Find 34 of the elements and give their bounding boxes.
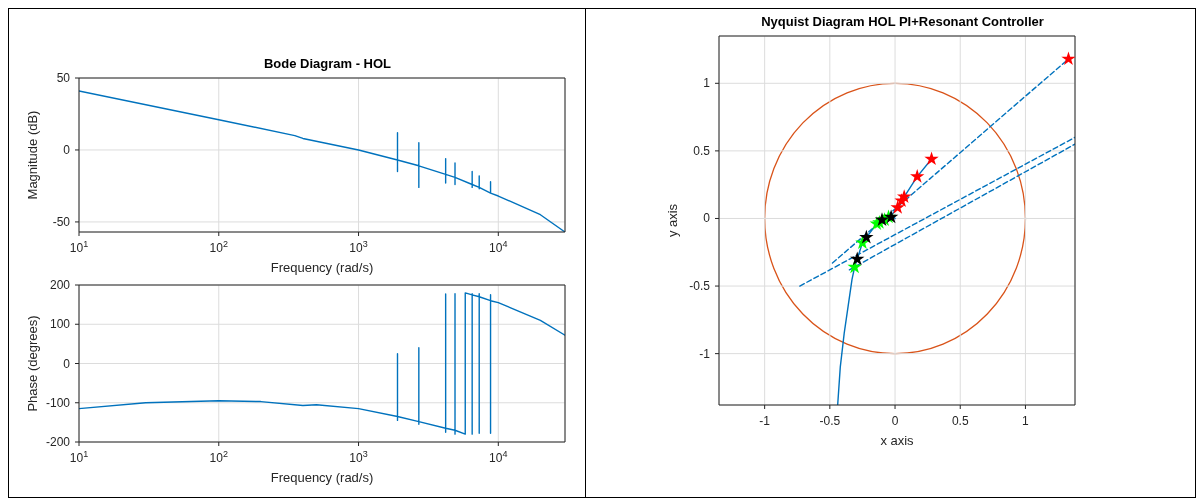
y-tick-label: 50 <box>56 71 71 85</box>
chart-title: Nyquist Diagram HOL PI+Resonant Controller <box>760 14 1045 31</box>
x-tick-label: -1 <box>759 414 771 428</box>
x-tick-label: 10$^{4}$ <box>489 449 508 465</box>
y-tick-label: 0 <box>63 356 71 371</box>
x-tick-label: 0.5 <box>951 414 969 428</box>
y-tick-label: 0 <box>63 142 71 157</box>
y-tick-label: -0.5 <box>689 279 711 294</box>
chart-title: Bode Diagram - HOL <box>263 56 392 71</box>
y-axis-title: Phase (degrees) <box>24 315 40 412</box>
x-tick-label: 10$^{1}$ <box>69 449 89 465</box>
y-tick-label: 0.5 <box>693 143 711 158</box>
x-tick-label: 10$^{4}$ <box>489 239 508 255</box>
y-tick-label: 0 <box>703 211 711 226</box>
x-tick-label: 1 <box>1022 414 1030 428</box>
x-tick-label: 10$^{3}$ <box>349 239 368 255</box>
x-tick-label: -0.5 <box>819 414 841 428</box>
x-tick-label: 0 <box>891 414 899 428</box>
y-tick-label: 200 <box>49 278 71 292</box>
x-tick-label: 10$^{3}$ <box>349 449 368 465</box>
x-axis-title: Frequency (rad/s) <box>270 260 374 275</box>
y-axis-title: Magnitude (dB) <box>24 110 40 200</box>
x-axis-title: x axis <box>880 433 915 448</box>
y-tick-label: -1 <box>699 346 711 361</box>
y-tick-label: 100 <box>49 317 71 332</box>
x-axis-title: Frequency (rad/s) <box>270 470 374 485</box>
x-tick-label: 10$^{2}$ <box>209 239 228 255</box>
y-tick-label: 1 <box>703 76 711 91</box>
x-tick-label: 10$^{2}$ <box>209 449 228 465</box>
y-axis-title: y axis <box>664 203 680 238</box>
y-tick-label: -100 <box>45 395 71 410</box>
y-tick-label: -50 <box>52 214 71 229</box>
y-tick-label: -200 <box>45 435 71 449</box>
x-tick-label: 10$^{1}$ <box>69 239 89 255</box>
